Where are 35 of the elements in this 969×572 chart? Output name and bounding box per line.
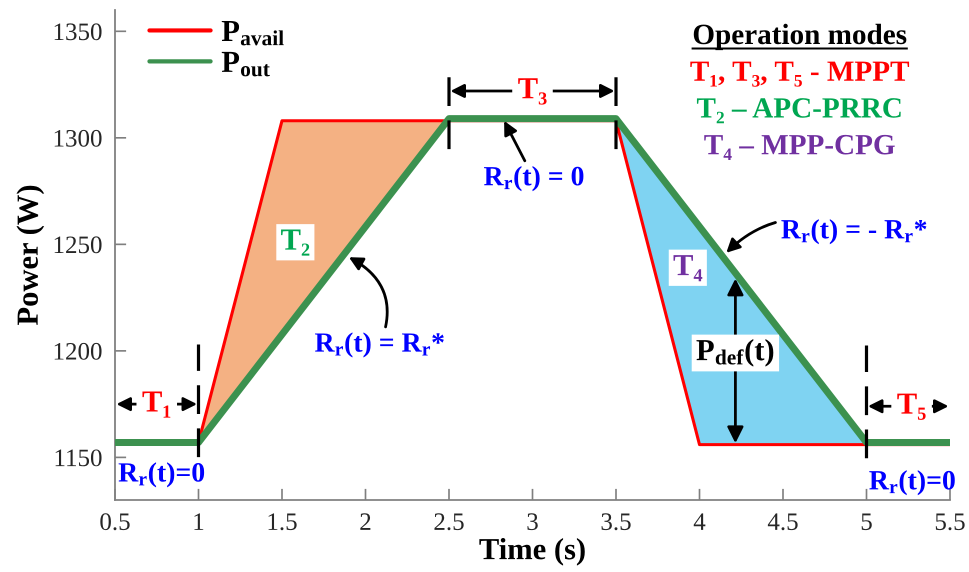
x-tick-label: 4	[694, 513, 706, 530]
x-tick-label: 4.5	[768, 513, 798, 530]
y-tick-label: 1150	[56, 449, 102, 466]
annotation: R$_{r}$(t) = - R$_{r}$*	[781, 219, 926, 244]
x-tick-label: 3	[527, 513, 538, 530]
annotation: T₁, T₃, T₅ - MPPT	[690, 62, 910, 87]
annotation: R$_{r}$(t)=0	[869, 470, 955, 496]
x-tick-label: 5.5	[936, 513, 965, 530]
x-tick-label: 5	[862, 513, 872, 530]
legend-label: P$_{out}$	[222, 52, 270, 76]
y-tick-label: 1200	[54, 342, 102, 360]
x-tick-label: 0.5	[100, 513, 130, 530]
x-tick-label: 2	[360, 513, 370, 530]
x-tick-label: 1	[194, 513, 204, 530]
y-axis-title: Power (W)	[16, 186, 44, 326]
x-tick-label: 3.5	[602, 513, 631, 530]
annotation: T₅	[897, 394, 926, 420]
legend-label: P$_{avail}$	[222, 20, 284, 46]
annotation: R$_{r}$(t)=0	[118, 462, 204, 488]
y-tick-label: 1300	[54, 130, 102, 147]
annotation: P$_{def}$(t)	[696, 338, 774, 367]
annotation: Operation modes	[694, 24, 906, 50]
annotation: T₃	[518, 78, 547, 105]
annotation: T₁	[142, 391, 170, 418]
x-tick-label: 1.5	[268, 513, 297, 530]
annotation: T₄	[674, 255, 702, 282]
x-axis-title: Time (s)	[479, 538, 585, 566]
x-tick-label: 2.5	[434, 513, 464, 530]
y-tick-label: 1350	[54, 23, 102, 40]
annotation: T₂	[281, 230, 310, 256]
annotation: T₂ – APC-PRRC	[696, 98, 901, 124]
annotation: T₄ – MPP-CPG	[704, 134, 895, 160]
y-tick-label: 1250	[54, 236, 102, 254]
annotation: R$_{r}$(t) = 0	[484, 166, 584, 192]
annotation: R$_{r}$(t) = R$_{r}$*	[314, 332, 444, 358]
